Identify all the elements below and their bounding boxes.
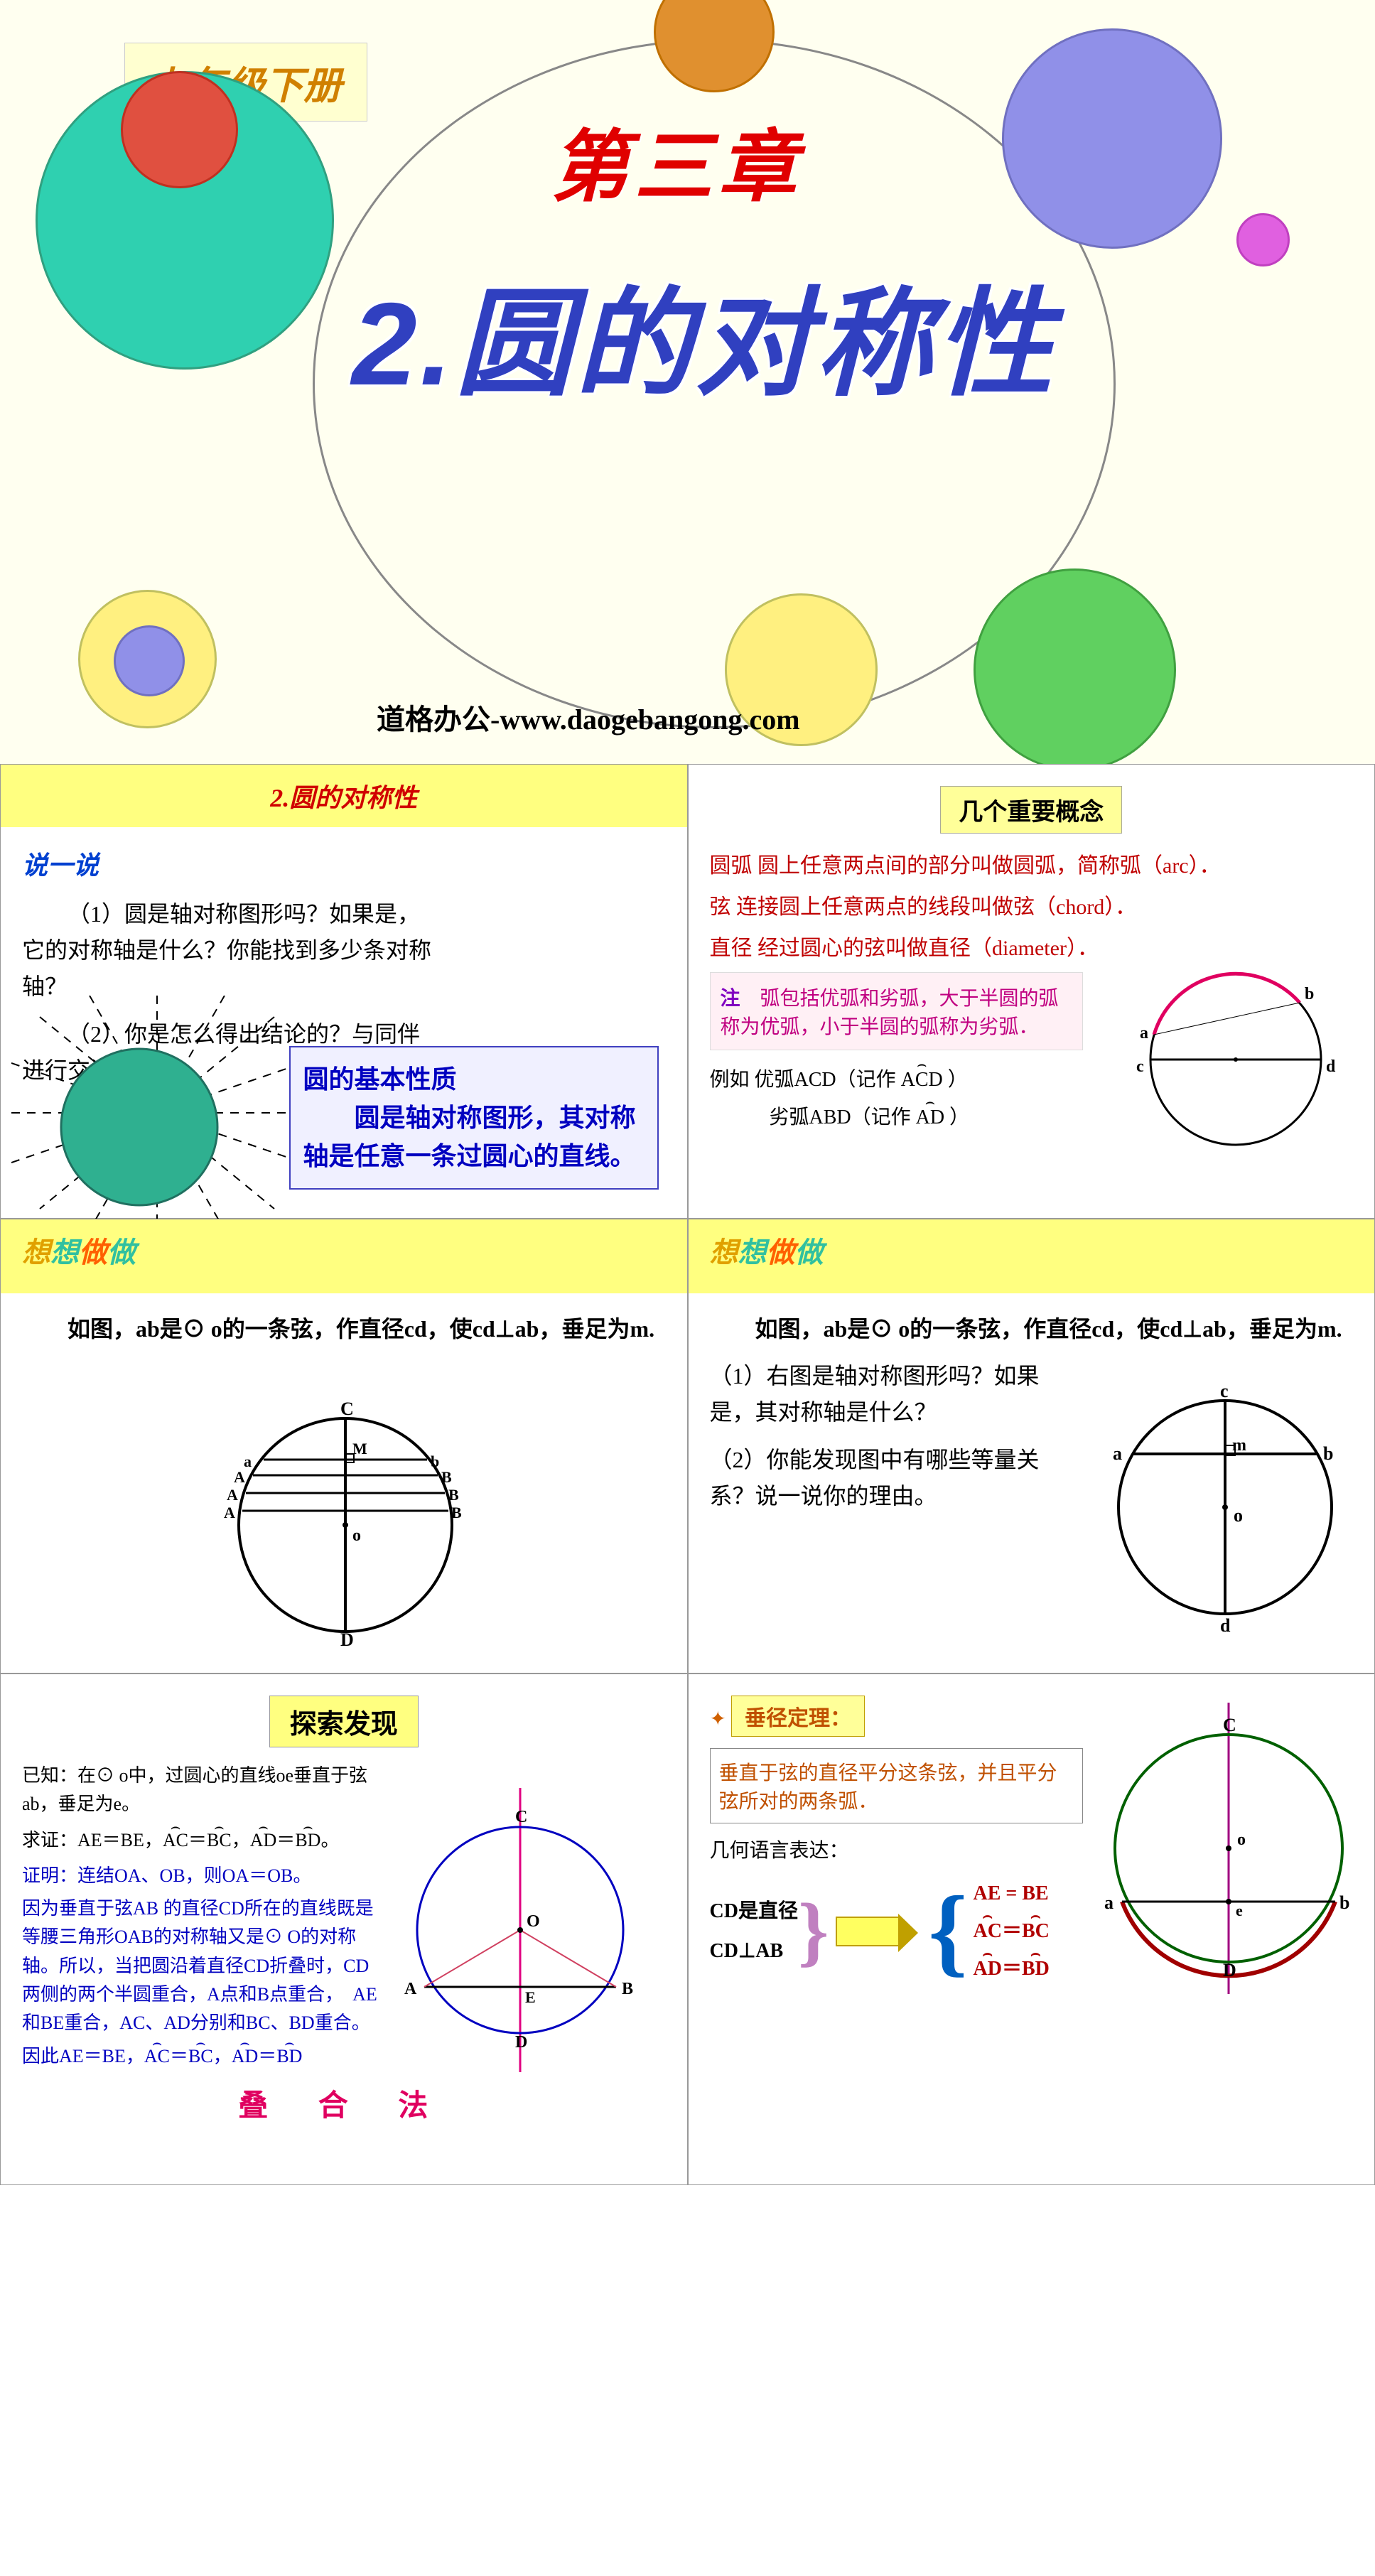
question-2: （2）你能发现图中有哪些等量关系？说一说你的理由。 bbox=[710, 1442, 1057, 1514]
main-title: 2.圆的对称性 bbox=[352, 249, 1056, 419]
problem-text: 如图，ab是⊙ o的一条弦，作直径cd，使cd⊥ab，垂足为m. bbox=[22, 1311, 666, 1347]
slide-theorem: ✦ 垂径定理： 垂直于弦的直径平分这条弦，并且平分弦所对的两条弧． 几何语言表达… bbox=[688, 1674, 1375, 2185]
slide-concepts: 几个重要概念 圆弧 圆上任意两点间的部分叫做圆弧，简称弧（arc）． 弦 连接圆… bbox=[688, 764, 1375, 1219]
concepts-banner: 几个重要概念 bbox=[940, 786, 1122, 834]
svg-text:A: A bbox=[227, 1486, 238, 1504]
svg-text:C: C bbox=[515, 1808, 527, 1826]
svg-text:B: B bbox=[441, 1468, 452, 1486]
def-chord: 弦 连接圆上任意两点的线段叫做弦（chord）． bbox=[710, 889, 1354, 920]
explore-banner: 探索发现 bbox=[269, 1696, 419, 1747]
svg-text:o: o bbox=[1237, 1831, 1246, 1849]
example-major: 例如 优弧ACD（记作 bbox=[710, 1069, 896, 1091]
svg-text:B: B bbox=[451, 1504, 462, 1521]
theorem-diagram: C D a b o e bbox=[1101, 1696, 1357, 2001]
svg-text:m: m bbox=[1232, 1436, 1246, 1455]
svg-text:a: a bbox=[1140, 1024, 1148, 1042]
arc-diagram: a b c d bbox=[1118, 949, 1353, 1155]
svg-text:o: o bbox=[1234, 1505, 1243, 1526]
slide-title: 2.圆的对称性 bbox=[1, 777, 687, 814]
symmetry-diagram bbox=[11, 996, 303, 1230]
brace-icon: } bbox=[798, 1912, 829, 1951]
method-name: 叠 合 法 bbox=[22, 2081, 666, 2125]
svg-text:C: C bbox=[340, 1399, 354, 1419]
given: 已知：在⊙ o中，过圆心的直线oe垂直于弦ab，垂足为e。 bbox=[22, 1762, 382, 1819]
property-box: 圆的基本性质 圆是轴对称图形，其对称轴是任意一条过圆心的直线。 bbox=[289, 1046, 659, 1190]
svg-text:B: B bbox=[622, 1980, 633, 1998]
example-minor: 劣弧ABD（记作 bbox=[710, 1106, 911, 1128]
svg-text:b: b bbox=[1323, 1443, 1333, 1464]
banner-bg: 想想做做 bbox=[1, 1219, 687, 1293]
svg-text:b: b bbox=[1339, 1892, 1349, 1913]
svg-text:b: b bbox=[431, 1453, 439, 1470]
title-slide: 九年级下册 第三章 2.圆的对称性 道格办公-www.daogebangong.… bbox=[0, 0, 1375, 764]
svg-text:c: c bbox=[1136, 1057, 1144, 1076]
svg-text:e: e bbox=[1236, 1902, 1243, 1919]
decor-circle bbox=[114, 625, 185, 696]
svg-text:B: B bbox=[448, 1486, 459, 1504]
theorem-label: 垂径定理： bbox=[731, 1696, 865, 1737]
svg-text:d: d bbox=[1220, 1615, 1231, 1632]
arrow-icon bbox=[836, 1917, 900, 1946]
def-arc: 圆弧 圆上任意两点间的部分叫做圆弧，简称弧（arc）． bbox=[710, 848, 1354, 879]
chord-diagram-2: c d a b m o bbox=[1097, 1369, 1353, 1632]
res-3: AD＝BD bbox=[973, 1950, 1049, 1988]
prove: 求证：AE＝BE，AC＝BC，AD＝BD。 bbox=[22, 1826, 382, 1855]
decor-circle bbox=[974, 568, 1176, 764]
slide-think-2: 想想做做 如图，ab是⊙ o的一条弦，作直径cd，使cd⊥ab，垂足为m. （1… bbox=[688, 1219, 1375, 1674]
svg-text:A: A bbox=[404, 1980, 417, 1998]
question-1: （1）右图是轴对称图形吗？如果是，其对称轴是什么？ bbox=[710, 1358, 1057, 1430]
svg-text:b: b bbox=[1305, 985, 1314, 1003]
proof-2: 因为垂直于弦AB 的直径CD所在的直线既是等腰三角形OAB的对称轴又是⊙ O的对… bbox=[22, 1895, 382, 2037]
property-text: 圆的基本性质 圆是轴对称图形，其对称轴是任意一条过圆心的直线。 bbox=[303, 1065, 636, 1170]
note-box: 注 注 弧包括优弧和劣弧，大于半圆的弧称为优弧，小于半圆的弧称为劣弧．弧包括优弧… bbox=[710, 972, 1083, 1050]
decor-circle bbox=[121, 71, 238, 188]
svg-text:a: a bbox=[1104, 1892, 1114, 1913]
chord-diagram-1: C D M o a b AB AB AB bbox=[214, 1383, 477, 1646]
question-1: （1）圆是轴对称图形吗？如果是，它的对称轴是什么？你能找到多少条对称轴？ bbox=[22, 896, 434, 1006]
svg-text:D: D bbox=[515, 2033, 527, 2052]
svg-text:O: O bbox=[527, 1912, 540, 1931]
decor-circle bbox=[1236, 213, 1290, 266]
theorem-box: 垂直于弦的直径平分这条弦，并且平分弦所对的两条弧． bbox=[710, 1748, 1083, 1823]
proof-1: 证明：连结OA、OB，则OA＝OB。 bbox=[22, 1862, 382, 1890]
slide-explore: 探索发现 已知：在⊙ o中，过圆心的直线oe垂直于弦ab，垂足为e。 求证：AE… bbox=[0, 1674, 688, 2185]
svg-text:C: C bbox=[1223, 1715, 1236, 1735]
svg-text:o: o bbox=[352, 1526, 361, 1545]
brace-icon: { bbox=[928, 1907, 967, 1956]
slide-think-1: 想想做做 如图，ab是⊙ o的一条弦，作直径cd，使cd⊥ab，垂足为m. C … bbox=[0, 1219, 688, 1674]
rainbow-title: 想想做做 bbox=[22, 1229, 136, 1271]
svg-text:d: d bbox=[1326, 1057, 1336, 1076]
svg-text:A: A bbox=[234, 1468, 245, 1486]
rainbow-title: 想想做做 bbox=[710, 1229, 824, 1271]
arc-ad: AD bbox=[916, 1099, 944, 1136]
svg-text:D: D bbox=[340, 1629, 354, 1646]
problem-text: 如图，ab是⊙ o的一条弦，作直径cd，使cd⊥ab，垂足为m. bbox=[710, 1311, 1354, 1347]
svg-text:c: c bbox=[1220, 1381, 1229, 1401]
svg-text:D: D bbox=[1223, 1960, 1236, 1980]
speak-label: 说一说 bbox=[22, 845, 666, 882]
cond-2: CD⊥AB bbox=[710, 1931, 798, 1971]
slide-symmetry-q: 2.圆的对称性 说一说 （1）圆是轴对称图形吗？如果是，它的对称轴是什么？你能找… bbox=[0, 764, 688, 1219]
chapter-label: 第三章 bbox=[551, 103, 802, 217]
svg-text:M: M bbox=[352, 1440, 367, 1457]
proof-diagram: C D A B O E bbox=[396, 1781, 645, 2079]
decor-circle bbox=[1002, 28, 1222, 249]
svg-text:E: E bbox=[525, 1988, 536, 2006]
cond-1: CD是直径 bbox=[710, 1892, 798, 1931]
watermark: 道格办公-www.daogebangong.com bbox=[377, 696, 800, 738]
proof-3: 因此AE＝BE，AC＝BC，AD＝BD bbox=[22, 2042, 382, 2071]
banner-bg: 想想做做 bbox=[689, 1219, 1375, 1293]
banner-bg: 2.圆的对称性 bbox=[1, 765, 687, 827]
svg-text:a: a bbox=[1113, 1443, 1122, 1464]
svg-text:A: A bbox=[224, 1504, 235, 1521]
